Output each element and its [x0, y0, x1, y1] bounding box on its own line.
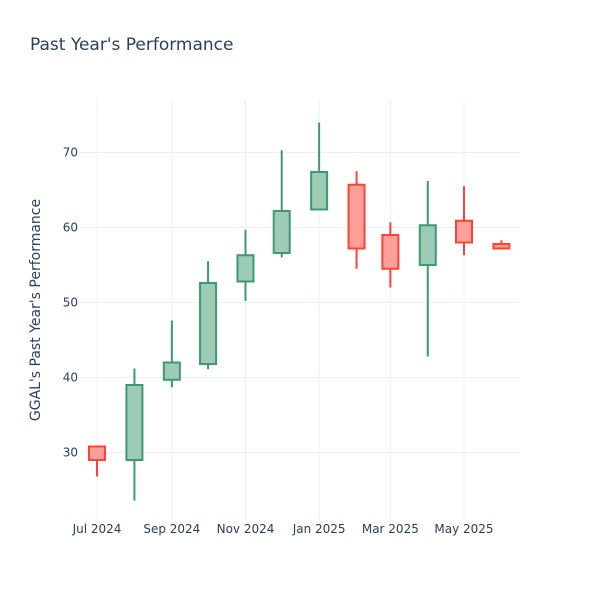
candlestick: [88, 445, 106, 477]
grid-layer: [80, 100, 520, 520]
candlestick: [272, 150, 291, 258]
candlestick: [310, 122, 329, 211]
y-tick-label: 70: [63, 146, 78, 160]
x-tick-label: Jan 2025: [292, 522, 346, 536]
candlestick: [236, 229, 255, 301]
y-axis-label: GGAL's Past Year's Performance: [28, 199, 44, 421]
x-tick-label: May 2025: [434, 522, 493, 536]
chart-title: Past Year's Performance: [30, 35, 234, 55]
x-tick-label: Sep 2024: [143, 522, 200, 536]
candles-layer: [88, 122, 511, 501]
candlestick: [418, 181, 437, 357]
candle-body: [236, 254, 255, 283]
candle-body: [310, 171, 329, 211]
candle-body: [199, 282, 218, 365]
candle-body: [272, 210, 291, 254]
candlestick: [381, 222, 400, 288]
x-tick-label: Jul 2024: [72, 522, 122, 536]
y-tick-label: 40: [63, 371, 78, 385]
candle-body: [88, 445, 106, 461]
y-tick-label: 50: [63, 296, 78, 310]
candle-body: [347, 183, 366, 250]
candle-body: [418, 224, 437, 266]
x-tick-label: Mar 2025: [362, 522, 419, 536]
candle-body: [162, 361, 181, 381]
candlestick: [492, 240, 511, 250]
candle-body: [381, 234, 400, 270]
y-tick-label: 60: [63, 221, 78, 235]
axis-layer: 30 40 50 60 70 Jul 2024 Sep 2024 Nov 2024 Jan 20…: [63, 146, 494, 537]
candle-body: [455, 219, 473, 244]
candlestick: [125, 368, 144, 501]
candlestick: [199, 261, 218, 370]
candlestick: [162, 320, 181, 388]
candlestick: [347, 171, 366, 269]
candle-body: [492, 243, 511, 250]
candle-body: [125, 384, 144, 461]
y-tick-label: 30: [63, 446, 78, 460]
candlestick: [455, 186, 473, 256]
x-tick-label: Nov 2024: [217, 522, 275, 536]
